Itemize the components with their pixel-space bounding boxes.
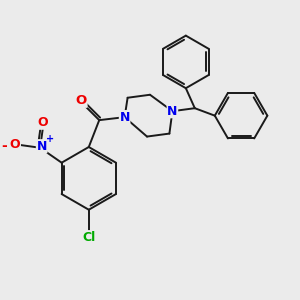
Text: N: N [36,140,47,153]
Text: N: N [119,111,130,124]
Text: O: O [76,94,87,107]
Text: O: O [38,116,48,129]
Text: Cl: Cl [82,231,95,244]
Text: N: N [167,105,178,118]
Text: O: O [10,138,20,151]
Text: +: + [46,134,54,144]
Text: -: - [1,139,7,153]
